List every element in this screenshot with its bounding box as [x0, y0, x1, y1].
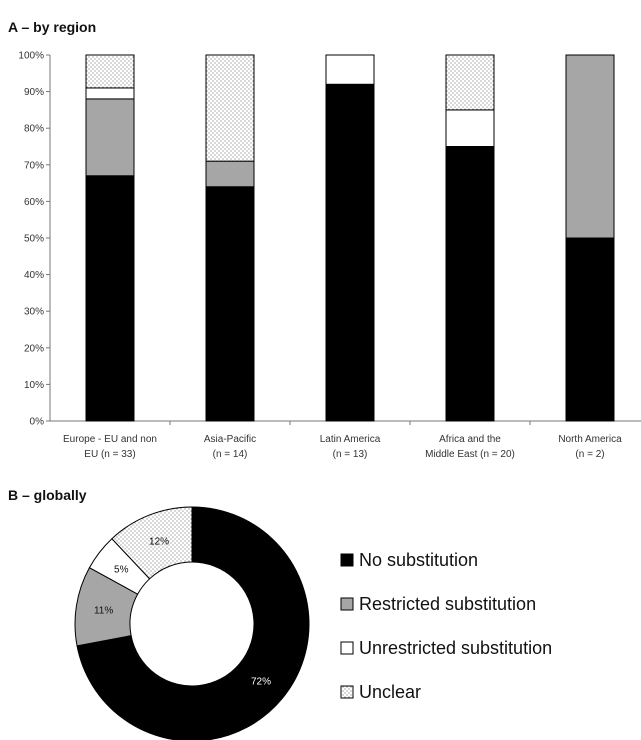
donut-slice-no-substitution [76, 506, 310, 740]
category-label: EU (n = 33) [84, 449, 135, 460]
bar-segment-unclear [85, 54, 135, 89]
y-tick-label: 20% [24, 343, 44, 354]
category-label: (n = 13) [333, 449, 368, 460]
bar-chart: 0% 10% 20% 30% 40% 50% 60% 70% 80% 90% 100% Europe… [18, 51, 641, 460]
legend-swatch-no-substitution [340, 553, 354, 567]
category-label: Africa and the [439, 434, 501, 445]
donut-slice-label: 11% [94, 605, 113, 616]
y-axis-ticks: 0% 10% 20% 30% 40% 50% 60% 70% 80% 90% 100% [18, 51, 50, 428]
y-tick-label: 60% [24, 197, 44, 208]
legend: No substitution Restricted substitution Un… [340, 550, 552, 702]
donut-slice-label: 12% [149, 536, 169, 547]
legend-label: Unclear [359, 682, 421, 702]
panel-a-title: A – by region [8, 19, 96, 35]
bar-segment-unclear [445, 54, 495, 111]
bar-segment-restricted-substitution [565, 54, 615, 239]
bar-segment-no-substitution [565, 237, 615, 422]
bar-segment-no-substitution [445, 146, 495, 422]
bar-segment-restricted-substitution [205, 160, 255, 188]
category-label: Latin America [320, 434, 381, 445]
y-tick-label: 40% [24, 270, 44, 281]
legend-label: Restricted substitution [359, 594, 536, 614]
bar-segment-no-substitution [325, 83, 375, 422]
category-label: (n = 2) [575, 449, 604, 460]
y-tick-label: 80% [24, 124, 44, 135]
y-tick-label: 70% [24, 160, 44, 171]
y-tick-label: 30% [24, 307, 44, 318]
y-tick-label: 100% [18, 51, 44, 62]
bar-segment-unrestricted-substitution [85, 87, 135, 100]
legend-swatch-unrestricted-substitution [340, 641, 354, 655]
bar-segment-restricted-substitution [85, 98, 135, 177]
y-tick-label: 0% [30, 417, 45, 428]
y-tick-label: 10% [24, 380, 44, 391]
donut-slice-label: 5% [114, 565, 129, 576]
y-tick-label: 90% [24, 87, 44, 98]
category-label: North America [558, 434, 622, 445]
y-tick-label: 50% [24, 234, 44, 245]
panel-b-title: B – globally [8, 487, 87, 503]
donut-slice-unclear [111, 506, 193, 580]
category-label: (n = 14) [213, 449, 248, 460]
legend-label: No substitution [359, 550, 478, 570]
category-labels: Europe - EU and non EU (n = 33) Asia-Pacif… [63, 421, 622, 460]
bar-segment-unrestricted-substitution [445, 109, 495, 147]
bar-segment-no-substitution [85, 175, 135, 422]
category-label: Asia-Pacific [204, 434, 256, 445]
legend-swatch-unclear [340, 685, 354, 699]
bar-segment-unrestricted-substitution [325, 54, 375, 85]
legend-label: Unrestricted substitution [359, 638, 552, 658]
donut-slice-label: 72% [251, 677, 271, 688]
bar-segment-unclear [205, 54, 255, 162]
category-label: Middle East (n = 20) [425, 449, 515, 460]
legend-swatch-restricted-substitution [340, 597, 354, 611]
category-label: Europe - EU and non [63, 434, 157, 445]
donut-chart: 72% 11% 5% 12% [74, 506, 310, 740]
bar-segment-no-substitution [205, 186, 255, 422]
bar-stacks [85, 54, 615, 422]
